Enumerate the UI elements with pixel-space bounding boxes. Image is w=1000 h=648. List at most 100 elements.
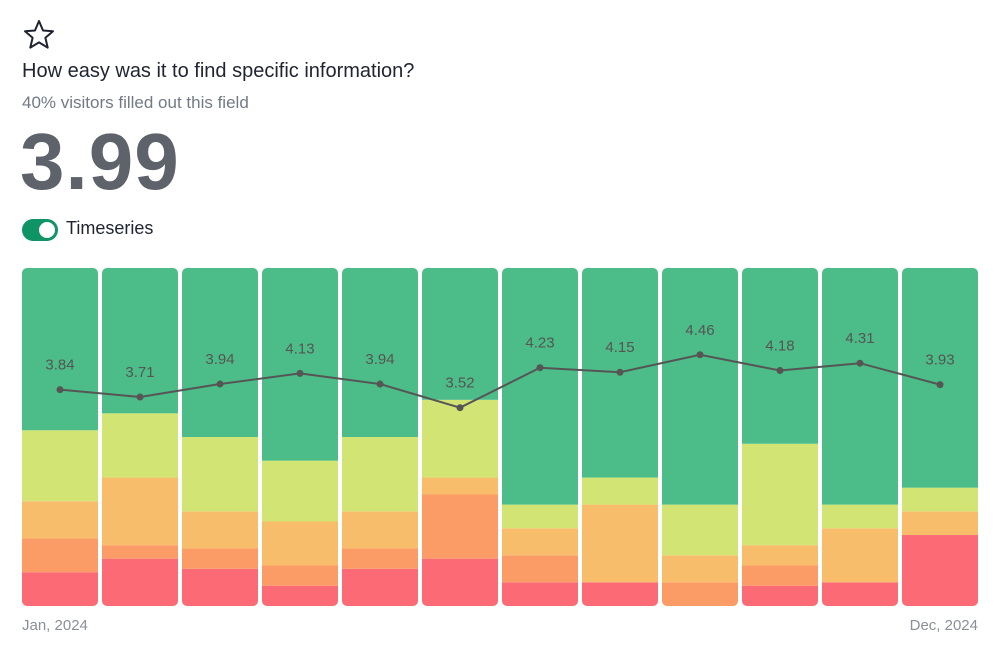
- bar-stack: [422, 268, 498, 606]
- bar-segment: [182, 511, 258, 549]
- value-label: 4.15: [605, 339, 634, 356]
- bar-segment: [422, 558, 498, 606]
- bar-segment: [502, 504, 578, 529]
- x-tick-label: Jan, 2024: [22, 617, 88, 634]
- question-title: How easy was it to find specific informa…: [22, 60, 415, 82]
- bar-segment: [22, 268, 98, 431]
- bar-segment: [422, 268, 498, 400]
- bar-stack: [662, 268, 738, 606]
- bar-stack: [182, 268, 258, 606]
- bar-stack: [822, 268, 898, 606]
- bar-stack: [102, 268, 178, 606]
- bar-segment: [822, 504, 898, 529]
- bar-segment: [662, 582, 738, 606]
- bar-segment: [902, 535, 978, 606]
- bar-segment: [502, 268, 578, 505]
- bar-segment: [262, 565, 338, 586]
- bar-segment: [22, 430, 98, 502]
- bar-segment: [262, 460, 338, 522]
- bar-stack: [582, 268, 658, 606]
- bar-segment: [342, 268, 418, 437]
- value-label: 3.52: [445, 375, 474, 392]
- bar-segment: [22, 501, 98, 539]
- bar-segment: [662, 504, 738, 556]
- bar-segment: [342, 437, 418, 512]
- bar-stack: [22, 268, 98, 606]
- bar-segment: [822, 582, 898, 606]
- value-label: 4.13: [285, 340, 314, 357]
- bar-segment: [582, 582, 658, 606]
- value-label: 4.31: [845, 330, 874, 347]
- bar-segment: [662, 268, 738, 505]
- bar-stack: [342, 268, 418, 606]
- bar-segment: [902, 511, 978, 536]
- trend-point: [456, 404, 464, 412]
- star-icon[interactable]: [22, 18, 56, 52]
- trend-line: [59, 353, 941, 409]
- bar-segment: [102, 477, 178, 546]
- trend-point: [856, 359, 864, 367]
- bar-stack: [262, 268, 338, 606]
- bar-segment: [742, 443, 818, 546]
- bar-segment: [742, 268, 818, 444]
- trend-point: [296, 369, 304, 377]
- trend-point: [936, 381, 944, 389]
- bar-segment: [422, 477, 498, 495]
- trend-point: [376, 380, 384, 388]
- bar-segment: [662, 555, 738, 583]
- value-label: 3.84: [45, 357, 74, 374]
- x-tick-label: Dec, 2024: [910, 617, 978, 634]
- trend-point: [536, 364, 544, 372]
- trend-point: [776, 367, 784, 375]
- bar-segment: [502, 555, 578, 583]
- value-label: 4.18: [765, 338, 794, 355]
- bar-segment: [22, 538, 98, 573]
- score: 3.99: [20, 117, 180, 206]
- trend-point: [56, 386, 64, 394]
- bar-segment: [422, 494, 498, 559]
- value-label: 4.46: [685, 322, 714, 339]
- toggle[interactable]: [22, 219, 58, 241]
- bar-segment: [102, 545, 178, 559]
- bar-segment: [182, 568, 258, 606]
- value-label: 4.23: [525, 335, 554, 352]
- bar-segment: [742, 545, 818, 566]
- trend-point: [616, 368, 624, 376]
- bar-segment: [262, 268, 338, 461]
- value-label: 3.94: [205, 351, 234, 368]
- bar-segment: [342, 548, 418, 569]
- bar-segment: [822, 528, 898, 583]
- bar-segment: [582, 477, 658, 505]
- bar-segment: [262, 585, 338, 606]
- bar-segment: [822, 268, 898, 505]
- bar-segment: [502, 582, 578, 606]
- bar-segment: [182, 268, 258, 437]
- bar-segment: [182, 548, 258, 569]
- bar-segment: [262, 521, 338, 566]
- bar-segment: [422, 399, 498, 478]
- trend-point: [216, 380, 224, 388]
- trend-point: [696, 351, 704, 359]
- trend-point: [136, 393, 144, 401]
- bar-segment: [102, 268, 178, 414]
- bar-segment: [182, 437, 258, 512]
- bar-segment: [502, 528, 578, 556]
- bar-segment: [102, 558, 178, 606]
- toggle-label[interactable]: Timeseries: [66, 218, 154, 238]
- bar-segment: [22, 572, 98, 606]
- bar-segment: [342, 568, 418, 606]
- bar-segment: [742, 565, 818, 586]
- bar-stack: [502, 268, 578, 606]
- bar-stack: [742, 268, 818, 606]
- value-label: 3.93: [925, 352, 954, 369]
- subtitle: 40% visitors filled out this field: [22, 93, 249, 112]
- bar-segment: [342, 511, 418, 549]
- value-label: 3.94: [365, 351, 394, 368]
- bar-segment: [902, 487, 978, 512]
- bar-segment: [742, 585, 818, 606]
- bar-segment: [582, 504, 658, 583]
- value-label: 3.71: [125, 364, 154, 381]
- bar-stack: [902, 268, 978, 606]
